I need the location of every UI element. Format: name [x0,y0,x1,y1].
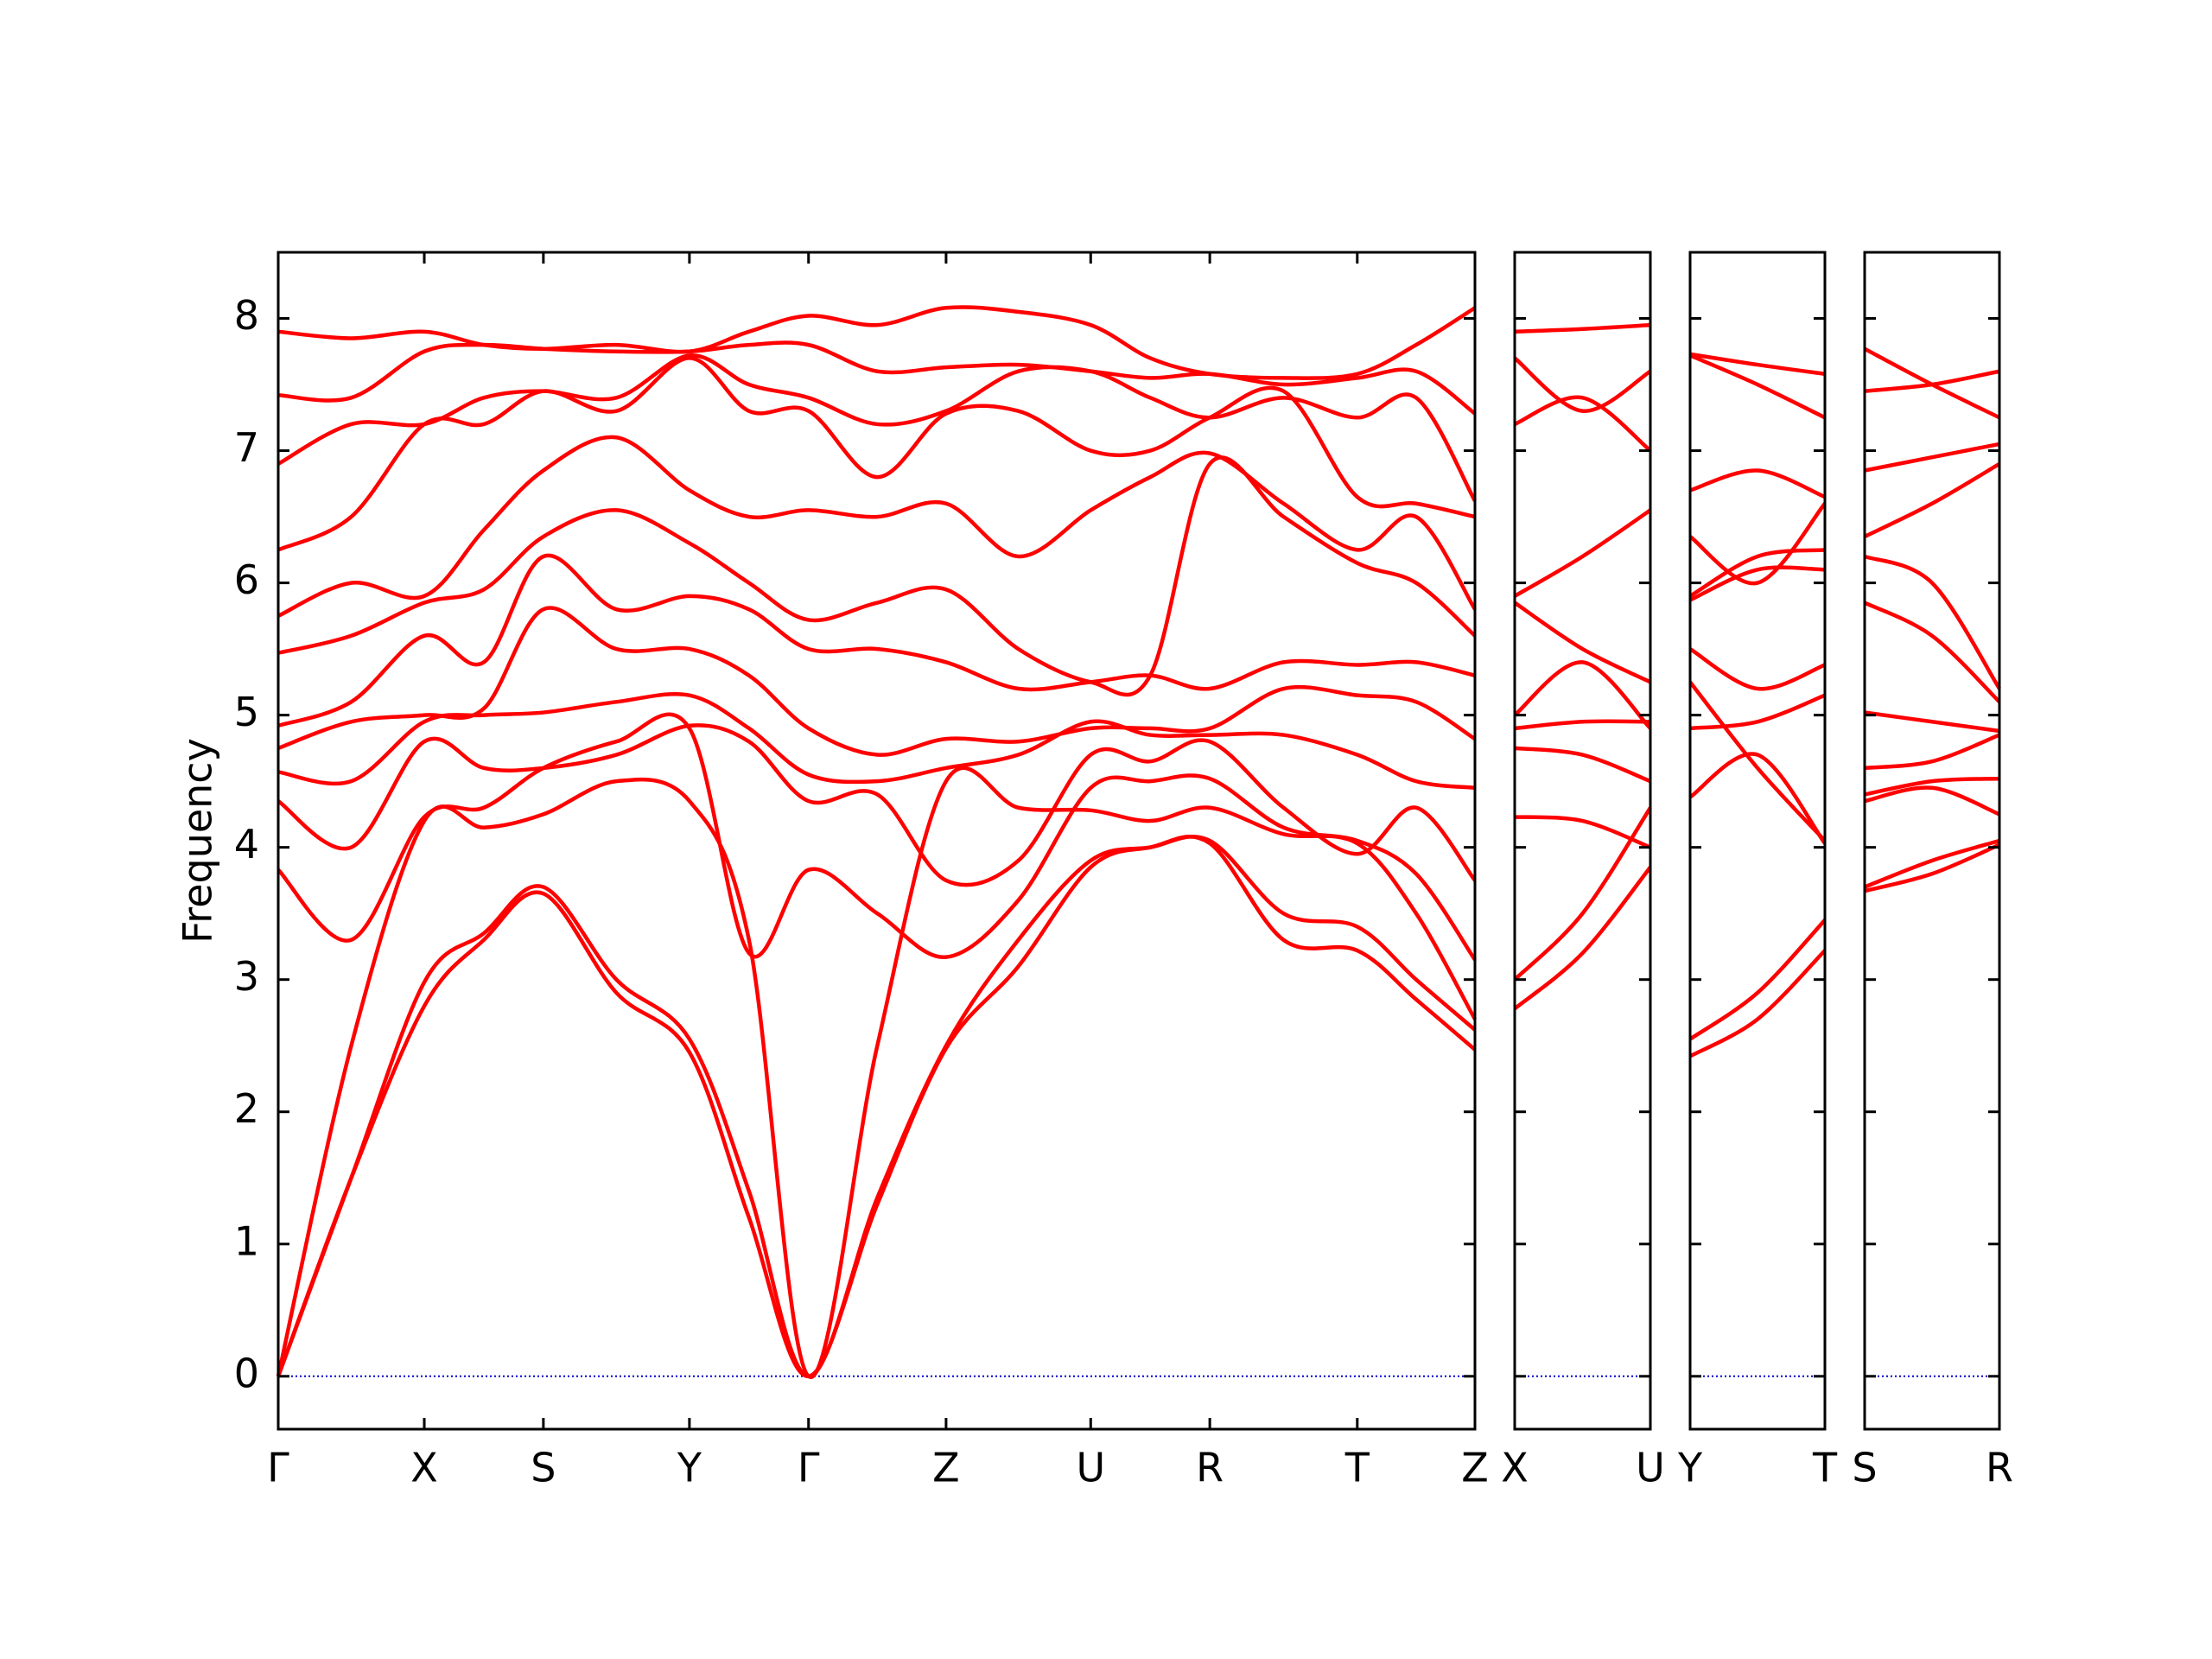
band-line [1688,752,1827,845]
band-line [1514,815,1651,849]
band-line [1864,601,2001,703]
band-line [277,435,1477,618]
band-line [277,553,1476,728]
band-line [1513,601,1651,684]
band-line [1513,866,1652,1011]
band-line [1864,461,2001,539]
plot-frame [1513,251,1652,1431]
band-line [1514,719,1651,731]
y-tick-label: 0 [234,1350,259,1396]
band-line [1688,918,1827,1041]
x-tick-label: R [1986,1445,2013,1491]
band-line [1514,322,1651,334]
y-tick-label: 8 [234,292,259,339]
x-tick-label: S [531,1445,556,1491]
x-tick-label: Γ [267,1445,289,1491]
band-line [1864,442,2000,473]
band-line [1688,548,1826,598]
x-tick-label: T [1344,1445,1370,1491]
band-line [277,305,1477,380]
x-tick-label: R [1196,1445,1224,1491]
band-line [276,723,1477,887]
y-tick-label: 5 [234,689,259,735]
x-tick-label: S [1852,1445,1877,1491]
band-line [1513,660,1652,730]
y-tick-label: 2 [234,1085,259,1132]
band-line [1863,346,2000,420]
band-line [1864,733,2000,771]
band-line [1689,468,1826,499]
x-tick-label: T [1812,1445,1838,1491]
y-tick-label: 1 [234,1217,259,1264]
x-tick-label: Z [932,1445,960,1491]
band-line [277,691,1476,791]
x-tick-label: Z [1461,1445,1489,1491]
x-tick-label: Y [1677,1445,1703,1491]
band-line [277,455,1477,697]
band-line [1689,353,1826,420]
band-line [1689,693,1826,731]
x-tick-label: X [410,1445,438,1491]
band-line [1513,508,1652,598]
band-line [1689,352,1826,377]
band-line [1513,806,1652,982]
band-line [1864,842,2000,893]
y-tick-label: 7 [234,424,259,471]
y-tick-label: 6 [234,556,259,603]
band-line [1688,949,1827,1058]
band-line [276,353,1477,502]
plot-frame [1863,251,2001,1431]
band-line [1864,776,2000,797]
band-line [1688,647,1826,691]
band-line [1513,356,1652,413]
band-line [1514,395,1652,453]
x-tick-label: Y [677,1445,702,1491]
band-line [1688,502,1827,586]
y-tick-label: 3 [234,953,259,1000]
band-line [276,712,1477,962]
band-line [1864,838,2000,889]
y-tick-label: 4 [234,821,259,868]
plot-frame [1688,251,1827,1431]
band-line [1864,785,2000,817]
x-tick-label: Γ [798,1445,820,1491]
band-line [1864,554,2001,690]
plot-frame [276,251,1477,1431]
band-line [1864,710,2000,734]
x-tick-label: U [1076,1445,1105,1491]
y-axis-label: Frequency [175,738,221,944]
band-line [1514,746,1651,784]
band-line [277,356,1476,552]
band-line [277,606,1477,757]
x-tick-label: X [1501,1445,1529,1491]
band-line [1689,565,1826,602]
x-tick-label: U [1636,1445,1665,1491]
band-line [1688,680,1827,842]
band-line [276,835,1477,1379]
